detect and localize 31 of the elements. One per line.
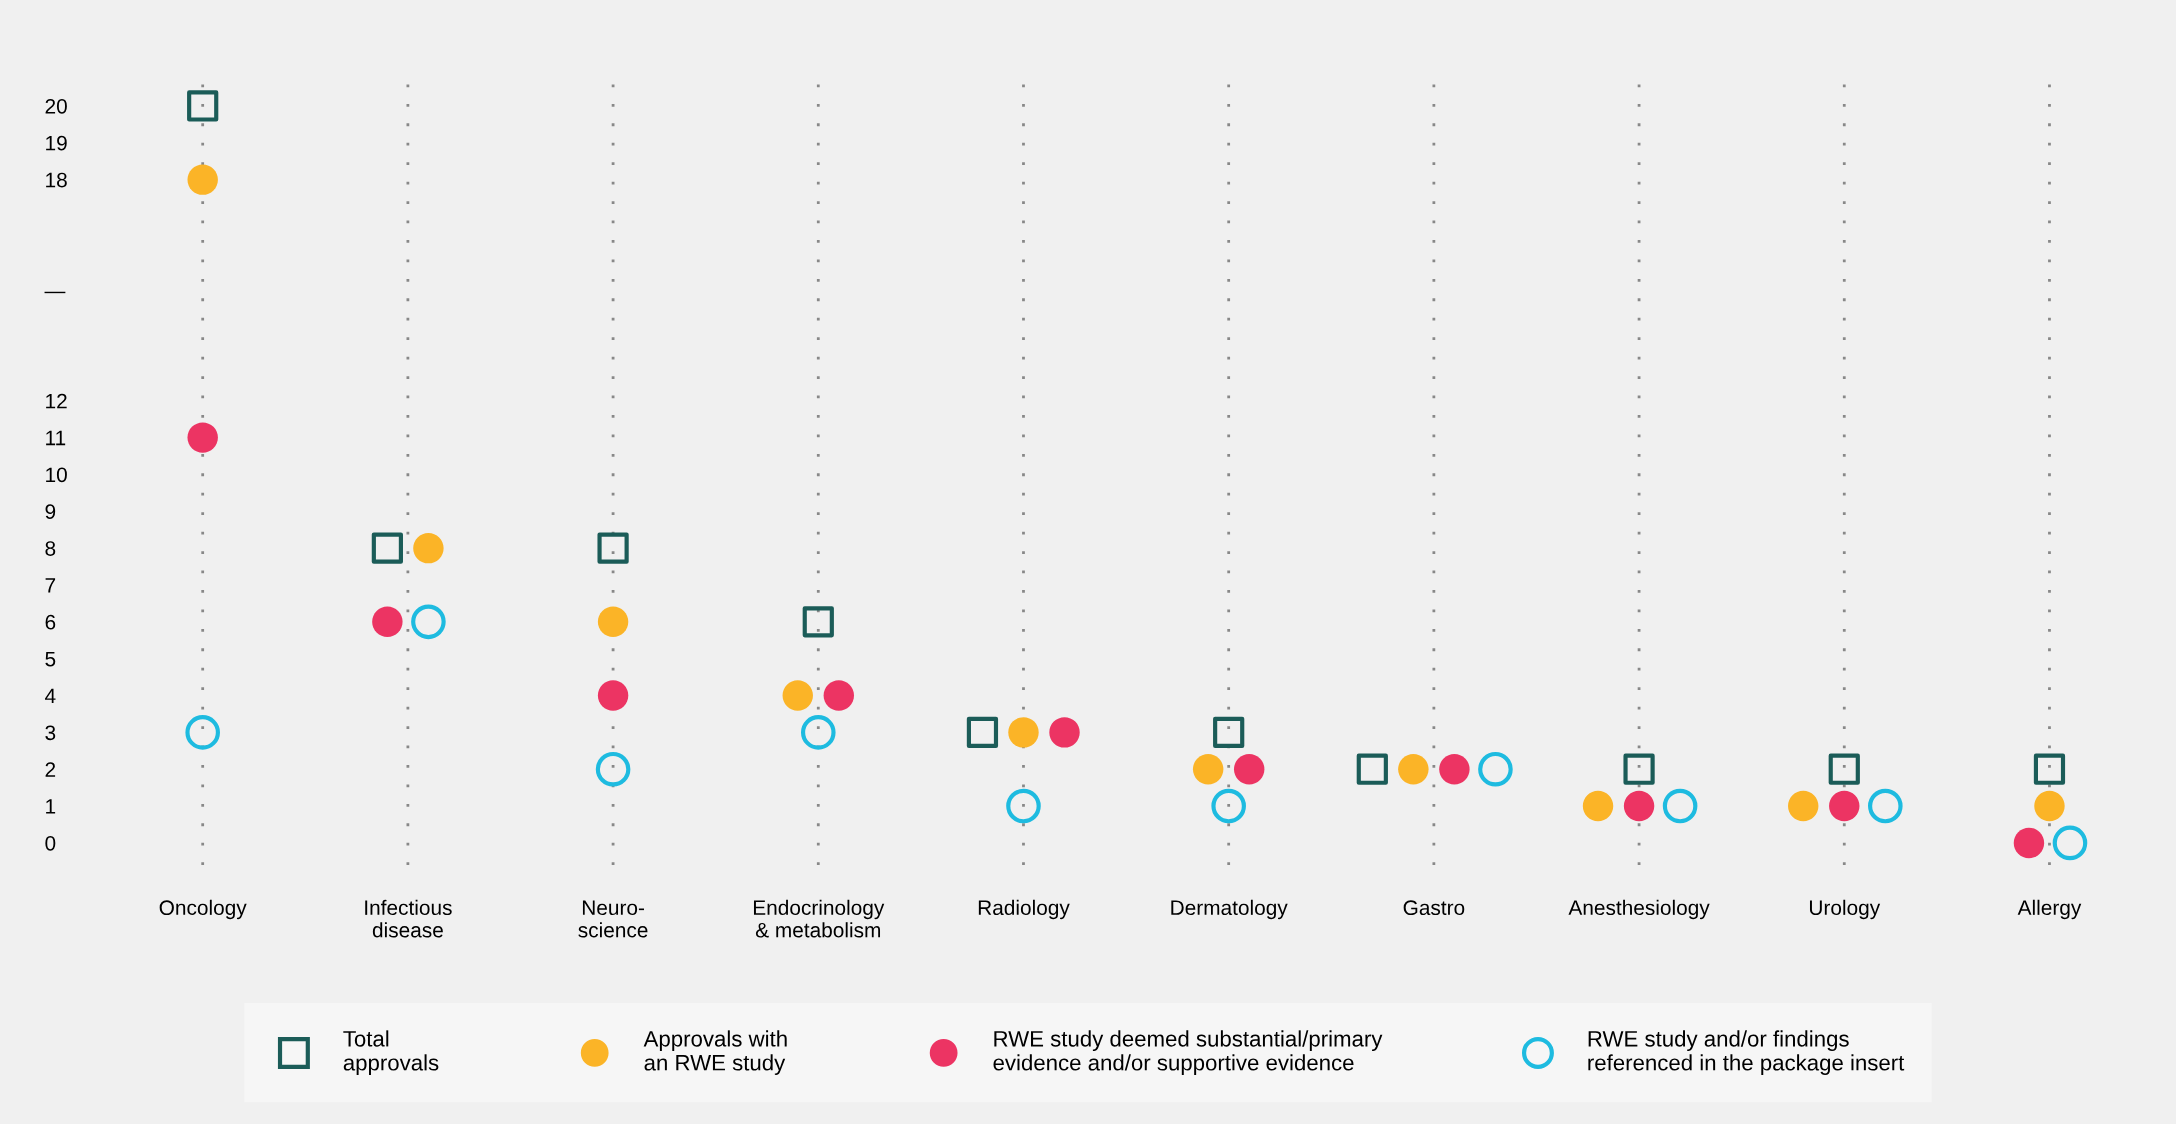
x-tick-label: Gastro — [1403, 900, 1465, 916]
y-tick-label: 8 — [45, 541, 56, 556]
y-tick-label: 10 — [46, 467, 67, 483]
y-tick-label: 9 — [45, 504, 56, 520]
legend-label: RWE study deemed substantial/primary evidence and/or supportive evidence — [993, 1030, 1383, 1075]
legend-label: Approvals with an RWE study — [643, 1030, 787, 1075]
x-tick-label: Neuro- science — [578, 900, 648, 938]
y-tick-label: 1 — [46, 799, 56, 814]
y-tick-label: 20 — [45, 98, 67, 114]
x-tick-label: Radiology — [978, 899, 1070, 920]
y-tick-label: 4 — [45, 688, 56, 704]
y-tick-label: 6 — [45, 614, 56, 630]
x-tick-label: Oncology — [159, 899, 247, 920]
legend-label: RWE study and/or findings referenced in the package insert — [1588, 1030, 1905, 1075]
x-tick-label: Urology — [1809, 899, 1881, 920]
x-tick-label: Dermatology — [1171, 899, 1288, 920]
y-tick-label: 0 — [45, 835, 56, 851]
y-tick-label: 5 — [45, 651, 56, 667]
x-tick-label: Infectious disease — [365, 899, 452, 938]
y-tick-label: 12 — [46, 393, 67, 409]
y-tick-label: 11 — [46, 430, 66, 446]
legend-label: Total approvals — [343, 1030, 439, 1075]
y-tick-label: 3 — [45, 725, 56, 741]
x-tick-label: Anesthesiology — [1568, 899, 1710, 920]
y-tick-label: 7 — [45, 578, 56, 593]
y-tick-label: 18 — [46, 172, 67, 188]
y-tick-label: — — [44, 291, 66, 294]
y-tick-label: 19 — [46, 135, 67, 151]
y-tick-label: 2 — [45, 762, 56, 777]
x-tick-label: Allergy — [2017, 899, 2082, 920]
x-tick-label: Endocrinology & metabolism — [753, 899, 885, 938]
